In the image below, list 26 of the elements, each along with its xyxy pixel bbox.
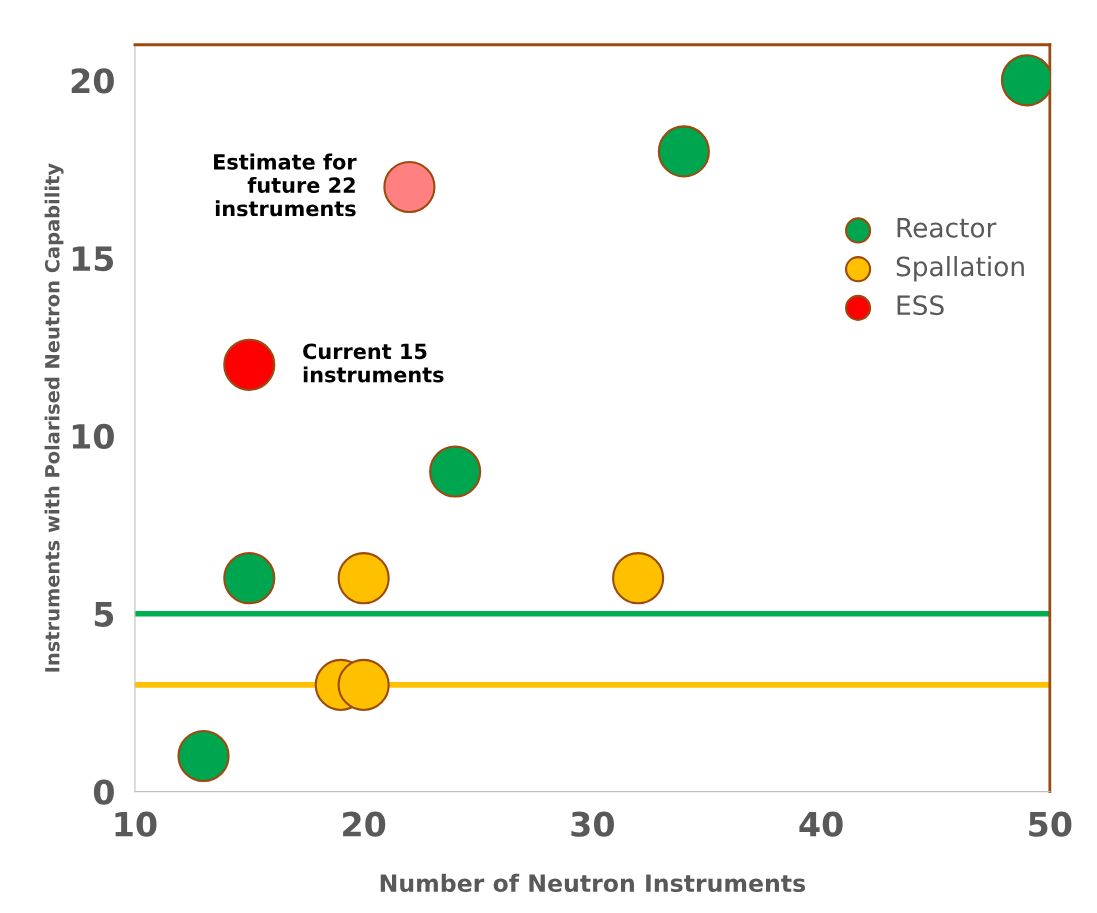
point (337, 658, 390, 711)
y-tick-label: 10 (72, 423, 114, 450)
x-tick-label: 40 (799, 811, 843, 837)
legend-label: Spallation (896, 256, 1024, 282)
point (429, 445, 482, 498)
point (383, 160, 436, 214)
y-tick-label: 20 (71, 68, 114, 94)
x-tick-label: 10 (115, 811, 157, 837)
y-tick-label: 5 (94, 602, 114, 627)
annotation: Estimate for future 22 instruments (214, 153, 357, 217)
legend-label: ESS (897, 295, 944, 316)
point (612, 552, 665, 605)
point (177, 729, 230, 783)
point (657, 125, 710, 178)
legend-label: Reactor (897, 218, 997, 238)
x-tick-label: 20 (343, 811, 386, 837)
point (223, 552, 276, 605)
y-tick-label: 0 (93, 779, 114, 805)
point (337, 552, 390, 605)
x-axis-title: Number of Neutron Instruments (380, 873, 806, 893)
x-tick-label: 30 (571, 811, 614, 837)
y-tick-label: 15 (72, 246, 114, 272)
y-axis-title: Instruments with Polarised Neutron Capability (44, 163, 64, 672)
x-tick-label: 50 (1029, 811, 1072, 837)
point (223, 338, 276, 391)
annotation: Current 15 instruments (303, 343, 444, 383)
